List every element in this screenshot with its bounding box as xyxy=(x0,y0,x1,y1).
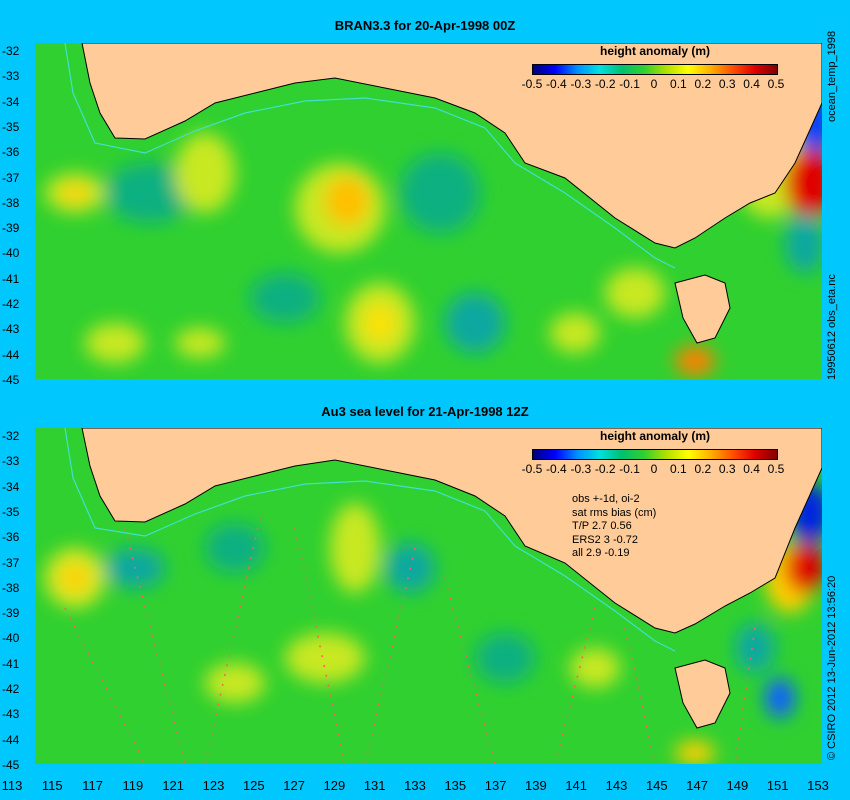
latitude-tick-label: -44 xyxy=(2,347,20,362)
legend-tick-label: -0.2 xyxy=(594,462,616,476)
legend-tick-label: -0.1 xyxy=(619,77,640,91)
latitude-tick-label: -34 xyxy=(2,479,20,494)
latitude-tick-label: -43 xyxy=(2,322,20,337)
latitude-tick-label: -42 xyxy=(2,682,20,696)
longitude-tick-label: 117 xyxy=(82,778,103,793)
legend-tick-label: -0.2 xyxy=(594,77,616,91)
latitude-tick-label: -41 xyxy=(2,271,20,286)
longitude-tick-label: 127 xyxy=(283,778,305,793)
longitude-tick-label: 115 xyxy=(41,778,63,793)
stats-line: ERS2 3 -0.72 xyxy=(572,533,639,546)
legend-title: height anomaly (m) xyxy=(599,429,710,443)
latitude-tick-label: -37 xyxy=(2,170,20,185)
longitude-tick-label: 149 xyxy=(726,778,749,793)
latitude-tick-label: -36 xyxy=(2,530,20,545)
latitude-tick-label: -42 xyxy=(2,297,20,311)
longitude-tick-label: 135 xyxy=(444,778,467,793)
legend-tick-label: 0.1 xyxy=(670,77,687,91)
map-panel-bottom xyxy=(35,428,822,764)
latitude-tick-label: -34 xyxy=(2,94,20,109)
legend-tick-label: 0 xyxy=(650,462,658,476)
legend-tick-label: -0.3 xyxy=(570,77,592,91)
legend-tick-label: -0.5 xyxy=(521,77,543,91)
latitude-tick-label: -39 xyxy=(2,606,20,621)
latitude-tick-label: -44 xyxy=(2,732,20,747)
latitude-tick-label: -39 xyxy=(2,221,20,236)
legend-tick-label: 0 xyxy=(650,77,658,91)
side-label-model-file: ocean_temp_1998 xyxy=(826,30,838,122)
panel-1-title: BRAN3.3 for 20-Apr-1998 00Z xyxy=(334,18,516,33)
longitude-tick-label: 147 xyxy=(686,778,708,793)
longitude-tick-label: 133 xyxy=(404,778,426,793)
colorbar xyxy=(532,449,778,460)
stats-line: obs +-1d, oi-2 xyxy=(572,493,640,505)
latitude-tick-label: -41 xyxy=(2,656,20,671)
legend-tick-label: 0.4 xyxy=(743,462,760,476)
side-label-obs-file: 19950612 obs_eta.nc xyxy=(826,274,838,380)
latitude-tick-label: -35 xyxy=(2,119,20,134)
legend-title: height anomaly (m) xyxy=(599,44,710,58)
longitude-tick-label: 139 xyxy=(525,778,547,793)
longitude-tick-label: 113 xyxy=(1,778,23,793)
legend-tick-label: -0.5 xyxy=(521,462,543,476)
latitude-tick-label: -45 xyxy=(2,372,20,387)
land-top xyxy=(81,43,822,344)
shelf-contour-top xyxy=(64,43,676,269)
map-panel-top xyxy=(35,43,822,379)
latitude-tick-label: -33 xyxy=(2,69,20,84)
longitude-tick-label: 119 xyxy=(122,778,144,793)
longitude-tick-label: 143 xyxy=(605,778,628,793)
latitude-tick-label: -35 xyxy=(2,504,20,519)
legend-tick-label: 0.4 xyxy=(743,77,760,91)
legend-tick-label: 0.2 xyxy=(694,77,712,91)
stats-line: T/P 2.7 0.56 xyxy=(572,520,632,532)
latitude-tick-label: -36 xyxy=(2,145,20,160)
colorbar-legend-bottom: height anomaly (m) -0.5 -0.4 -0.3 -0.2 -0.1 0… xyxy=(520,429,790,476)
longitude-tick-label: 153 xyxy=(807,778,829,793)
latitude-tick-label: -32 xyxy=(2,429,20,443)
satellite-tracks xyxy=(64,517,756,764)
latitude-tick-label: -45 xyxy=(2,757,20,772)
longitude-tick-label: 123 xyxy=(202,778,225,793)
longitude-tick-label: 131 xyxy=(363,778,386,793)
latitude-tick-label: -33 xyxy=(2,454,20,469)
legend-tick-label: 0.3 xyxy=(718,77,736,91)
longitude-tick-label: 137 xyxy=(484,778,507,793)
longitude-tick-label: 151 xyxy=(766,778,789,793)
colorbar xyxy=(532,64,778,75)
longitude-tick-label: 129 xyxy=(323,778,346,793)
latitude-tick-label: -38 xyxy=(2,580,20,595)
latitude-tick-label: -38 xyxy=(2,195,20,210)
legend-tick-label: -0.3 xyxy=(570,462,592,476)
latitude-tick-label: -32 xyxy=(2,44,20,58)
stats-line: sat rms bias (cm) xyxy=(572,506,657,519)
legend-tick-label: 0.1 xyxy=(670,462,687,476)
latitude-tick-label: -40 xyxy=(2,246,20,261)
legend-tick-label: 0.5 xyxy=(767,462,785,476)
latitude-tick-label: -43 xyxy=(2,707,20,722)
panel-2-title: Au3 sea level for 21-Apr-1998 12Z xyxy=(321,404,529,419)
colorbar-legend-top: height anomaly (m) -0.5 -0.4 -0.3 -0.2 -0.1 0… xyxy=(520,44,790,91)
legend-tick-label: 0.5 xyxy=(767,77,785,91)
longitude-tick-label: 145 xyxy=(645,778,668,793)
latitude-tick-label: -40 xyxy=(2,631,20,646)
side-label-copyright: © CSIRO 2012 13-Jun-2012 13:56:20 xyxy=(826,575,838,760)
legend-tick-label: -0.4 xyxy=(546,462,567,476)
longitude-tick-label: 141 xyxy=(565,778,588,793)
latitude-tick-label: -37 xyxy=(2,555,20,570)
land-bottom xyxy=(81,428,822,729)
legend-tick-label: -0.4 xyxy=(546,77,567,91)
legend-tick-label: 0.2 xyxy=(694,462,712,476)
stats-line: all 2.9 -0.19 xyxy=(572,547,630,559)
legend-tick-label: -0.1 xyxy=(619,462,640,476)
longitude-tick-label: 125 xyxy=(242,778,265,793)
legend-tick-label: 0.3 xyxy=(718,462,736,476)
shelf-contour-bottom xyxy=(64,428,676,652)
longitude-tick-label: 121 xyxy=(162,778,185,793)
observation-stats: obs +-1d, oi-2 sat rms bias (cm) T/P 2.7… xyxy=(572,493,656,561)
